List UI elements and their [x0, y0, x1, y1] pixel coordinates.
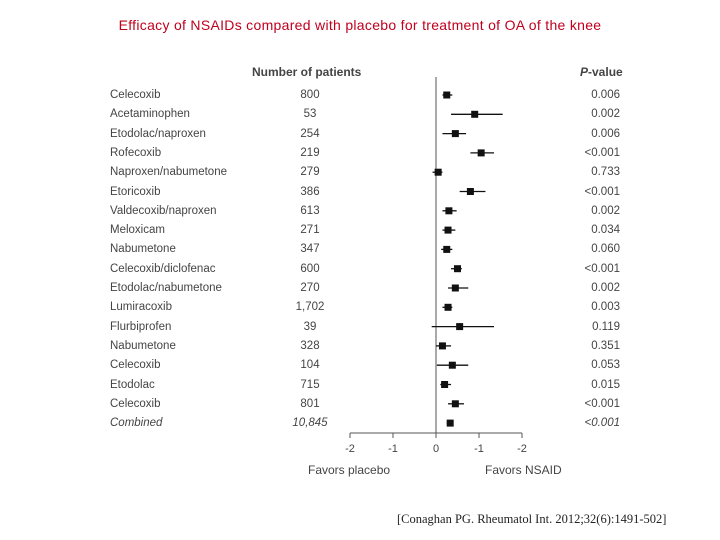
- row-pvalue: <0.001: [584, 185, 621, 198]
- row-label: Lumiracoxib: [110, 301, 172, 314]
- estimate-marker: [434, 168, 442, 176]
- row-patients: 1,702: [295, 301, 325, 314]
- row-patients: 613: [300, 204, 320, 217]
- estimate-marker: [456, 323, 464, 331]
- row-label: Celecoxib: [110, 359, 161, 372]
- row-label: Etodolac/nabumetone: [110, 282, 222, 294]
- patients-column-header: Number of patients: [252, 65, 362, 79]
- estimate-marker: [438, 342, 446, 350]
- x-tick-label: -2: [517, 443, 527, 455]
- row-pvalue: 0.060: [591, 243, 620, 256]
- row-patients: 271: [300, 224, 320, 237]
- row-patients: 801: [300, 397, 320, 410]
- x-tick-label: -2: [345, 443, 355, 455]
- row-pvalue: 0.733: [591, 166, 620, 179]
- row-patients: 279: [300, 166, 320, 179]
- x-tick-label: -1: [388, 443, 398, 455]
- row-pvalue: 0.002: [591, 204, 620, 217]
- estimate-marker: [444, 226, 452, 234]
- x-tick-label: -1: [474, 443, 484, 455]
- row-pvalue: 0.002: [591, 108, 620, 121]
- estimate-marker: [477, 149, 485, 157]
- estimate-marker: [445, 207, 453, 215]
- row-patients: 53: [303, 108, 317, 121]
- row-patients: 328: [300, 339, 320, 352]
- row-pvalue: 0.006: [591, 127, 620, 140]
- row-label: Meloxicam: [110, 224, 165, 237]
- estimate-marker: [448, 361, 456, 369]
- row-label: Etodolac/naproxen: [110, 127, 206, 140]
- estimate-marker: [446, 419, 454, 427]
- row-pvalue: <0.001: [584, 417, 621, 430]
- row-patients: 270: [300, 282, 320, 294]
- row-pvalue: 0.002: [591, 282, 620, 294]
- pvalue-header-italic: P: [580, 65, 589, 79]
- estimate-marker: [451, 400, 459, 408]
- row-label: Flurbiprofen: [110, 320, 172, 333]
- row-label: Valdecoxib/naproxen: [110, 204, 217, 217]
- row-patients: 254: [300, 127, 320, 140]
- row-patients: 10,845: [292, 417, 328, 430]
- favors-nsaid-label: Favors NSAID: [485, 463, 562, 477]
- row-patients: 219: [300, 146, 320, 159]
- row-label: Celecoxib/diclofenac: [110, 262, 216, 275]
- row-label: Etoricoxib: [110, 185, 161, 198]
- row-pvalue: <0.001: [584, 146, 621, 159]
- row-patients: 386: [300, 185, 320, 198]
- row-pvalue: <0.001: [584, 262, 621, 275]
- estimate-marker: [444, 303, 452, 311]
- row-patients: 715: [300, 378, 320, 391]
- row-label: Celecoxib: [110, 397, 161, 410]
- row-label: Naproxen/nabumetone: [110, 166, 227, 179]
- row-pvalue: <0.001: [584, 397, 621, 410]
- row-pvalue: 0.351: [591, 339, 620, 352]
- row-patients: 600: [300, 262, 320, 275]
- row-label: Nabumetone: [110, 339, 176, 352]
- row-label: Nabumetone: [110, 243, 176, 256]
- pvalue-column-header: P-value: [580, 65, 623, 79]
- estimate-marker: [443, 91, 451, 99]
- row-pvalue: 0.034: [591, 224, 620, 237]
- row-label: Celecoxib: [110, 89, 161, 101]
- favors-placebo-label: Favors placebo: [308, 463, 391, 477]
- estimate-marker: [441, 381, 449, 388]
- estimate-marker: [451, 284, 459, 292]
- estimate-marker: [451, 130, 459, 138]
- estimate-marker: [443, 245, 451, 253]
- estimate-marker: [466, 188, 474, 195]
- row-patients: 104: [300, 359, 320, 372]
- row-label: Rofecoxib: [110, 146, 162, 159]
- row-patients: 800: [300, 89, 320, 101]
- row-label: Acetaminophen: [110, 108, 190, 121]
- row-pvalue: 0.119: [592, 320, 620, 333]
- row-label: Combined: [110, 417, 163, 430]
- x-tick-label: 0: [433, 443, 439, 455]
- row-patients: 347: [300, 243, 320, 256]
- row-pvalue: 0.015: [591, 378, 620, 391]
- row-pvalue: 0.003: [591, 301, 620, 314]
- chart-title: Efficacy of NSAIDs compared with placebo…: [118, 17, 602, 33]
- estimate-marker: [454, 265, 461, 273]
- row-patients: 39: [303, 320, 317, 333]
- pvalue-header-rest: -value: [588, 65, 623, 79]
- row-label: Etodolac: [110, 378, 155, 391]
- row-pvalue: 0.053: [591, 359, 620, 372]
- estimate-marker: [471, 110, 479, 118]
- citation: [Conaghan PG. Rheumatol Int. 2012;32(6):…: [397, 512, 667, 526]
- row-pvalue: 0.006: [591, 89, 620, 101]
